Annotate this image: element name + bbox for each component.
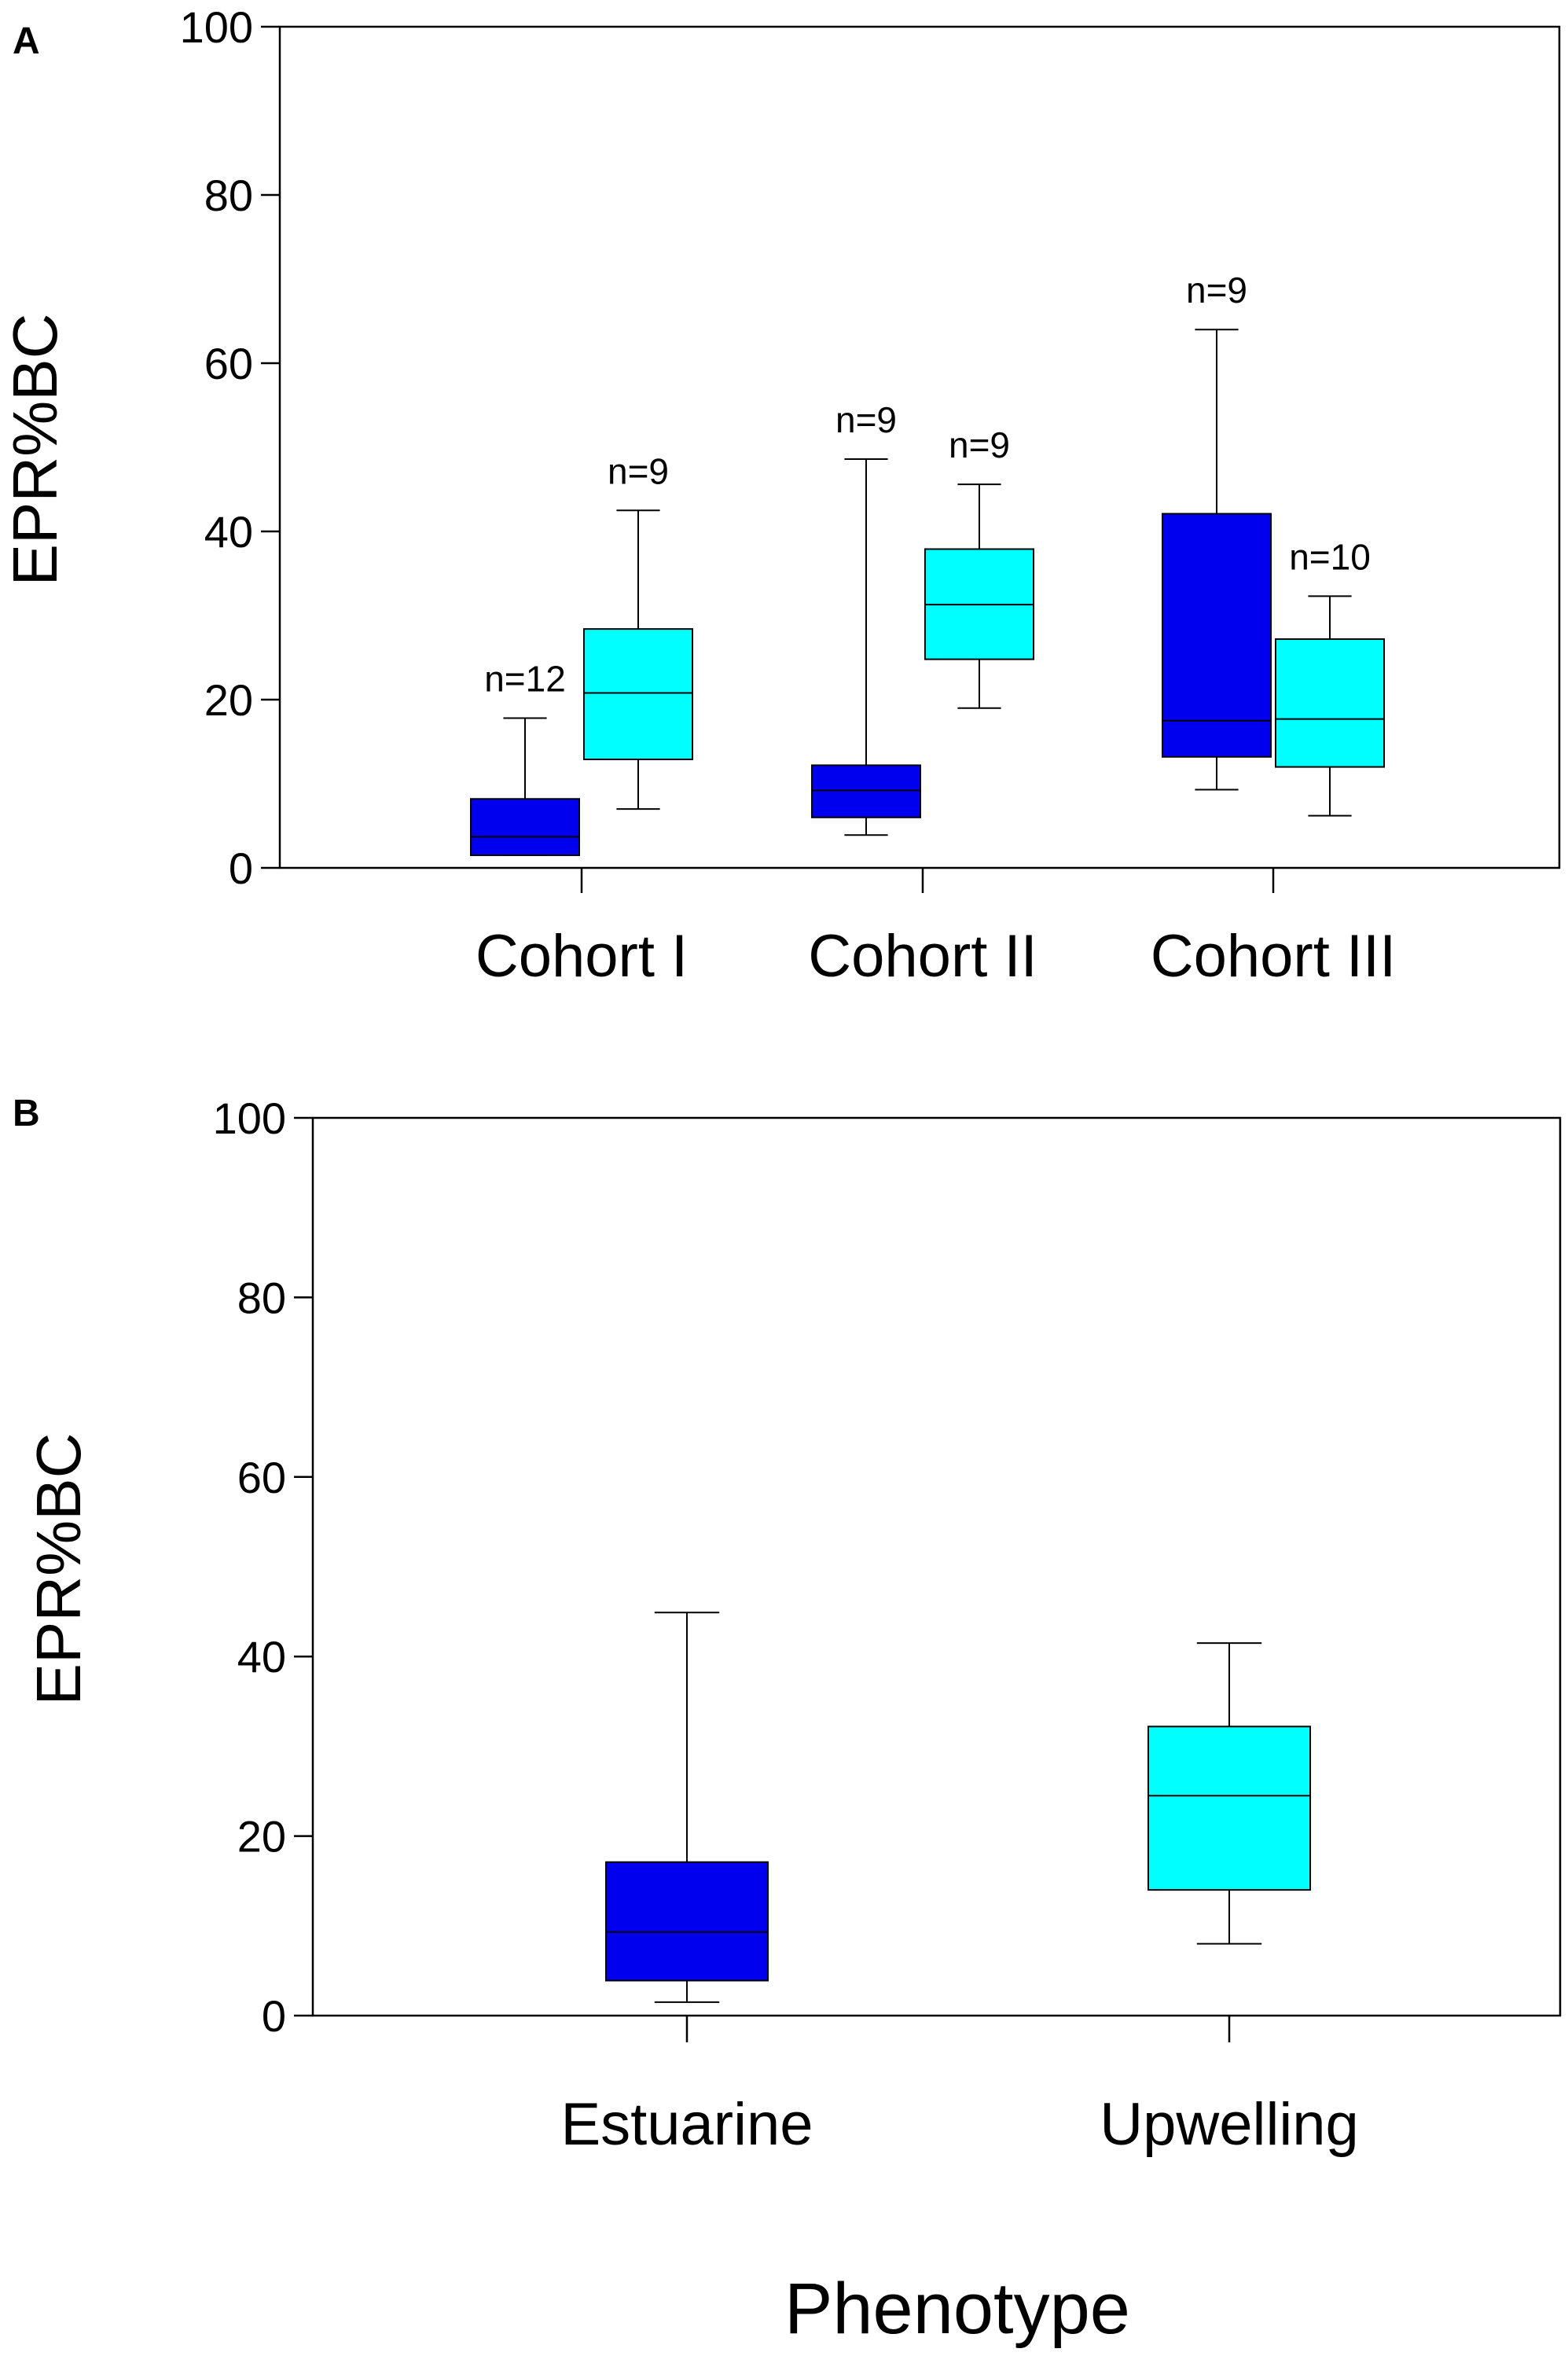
panel-a-plot-frame bbox=[278, 25, 1561, 869]
panel-a-box-estuarine-cohort-iii-iqr-box bbox=[1162, 513, 1272, 758]
panel-a-x-tick-label-cohort-i: Cohort I bbox=[476, 923, 688, 990]
panel-a-y-ticks: 0 20 40 60 80 100 bbox=[180, 2, 280, 893]
panel-a-x-ticks: Cohort I Cohort II Cohort III bbox=[476, 868, 1396, 990]
panel-a-y-tick-label-0: 0 bbox=[229, 844, 253, 893]
panel-a-y-axis-label: EPR%BC bbox=[0, 314, 70, 586]
panel-a-box-estuarine-cohort-ii-n-label: n=9 bbox=[835, 399, 897, 440]
panel-a-boxes: n=12 n=9 n=9 n=9 n=9 n=10 bbox=[470, 270, 1385, 856]
panel-b-x-ticks: Estuarine Upwelling bbox=[560, 2016, 1359, 2158]
panel-b-y-tick-label-0: 0 bbox=[262, 1991, 286, 2041]
panel-a-x-tick-label-cohort-ii: Cohort II bbox=[808, 923, 1037, 990]
panel-a-box-upwelling-cohort-ii-n-label: n=9 bbox=[949, 425, 1010, 465]
panel-b-x-axis-label: Phenotype bbox=[784, 2269, 1130, 2349]
panel-a-y-tick-label-60: 60 bbox=[204, 339, 253, 388]
panel-b-y-tick-label-60: 60 bbox=[237, 1453, 286, 1502]
panel-b-y-tick-label-20: 20 bbox=[237, 1812, 286, 1862]
panel-a-box-upwelling-cohort-iii-n-label: n=10 bbox=[1289, 536, 1371, 577]
panel-b-letter: B bbox=[13, 1093, 40, 1134]
panel-a-box-estuarine-cohort-iii-n-label: n=9 bbox=[1186, 270, 1247, 311]
panel-b-box-upwelling-iqr-box bbox=[1148, 1726, 1311, 1891]
panel-b-plot-frame bbox=[311, 1116, 1562, 2017]
panel-a-box-estuarine-cohort-ii-iqr-box bbox=[811, 764, 921, 818]
panel-a-y-tick-label-80: 80 bbox=[204, 171, 253, 220]
panel-b-y-ticks: 0 20 40 60 80 100 bbox=[213, 1093, 313, 2041]
panel-a-box-upwelling-cohort-i-n-label: n=9 bbox=[608, 450, 669, 491]
panel-a-y-tick-label-100: 100 bbox=[180, 2, 253, 52]
panel-a-y-tick-label-20: 20 bbox=[204, 675, 253, 725]
panel-b-y-tick-label-100: 100 bbox=[213, 1093, 286, 1143]
panel-b-x-tick-label-estuarine: Estuarine bbox=[560, 2091, 813, 2158]
panel-b-y-tick-label-40: 40 bbox=[237, 1632, 286, 1682]
panel-b-boxes bbox=[605, 1612, 1311, 2003]
panel-b: B EPR%BC 0 20 40 60 80 100 Estuarine Upwelling… bbox=[13, 1093, 1562, 2349]
panel-a-box-estuarine-cohort-i-n-label: n=12 bbox=[484, 659, 566, 700]
panel-b-y-tick-label-80: 80 bbox=[237, 1273, 286, 1322]
panel-b-y-axis-label: EPR%BC bbox=[24, 1433, 94, 1706]
panel-b-x-tick-label-upwelling: Upwelling bbox=[1100, 2091, 1359, 2158]
panel-b-box-estuarine-iqr-box bbox=[605, 1861, 769, 1982]
panel-a-letter: A bbox=[13, 20, 40, 62]
panel-a-x-tick-label-cohort-iii: Cohort III bbox=[1151, 923, 1397, 990]
panel-a-box-upwelling-cohort-iii-iqr-box bbox=[1275, 638, 1385, 768]
panel-a-y-tick-label-40: 40 bbox=[204, 507, 253, 557]
panel-a-box-estuarine-cohort-i-iqr-box bbox=[470, 798, 580, 856]
panel-a-box-upwelling-cohort-i-iqr-box bbox=[583, 628, 693, 760]
